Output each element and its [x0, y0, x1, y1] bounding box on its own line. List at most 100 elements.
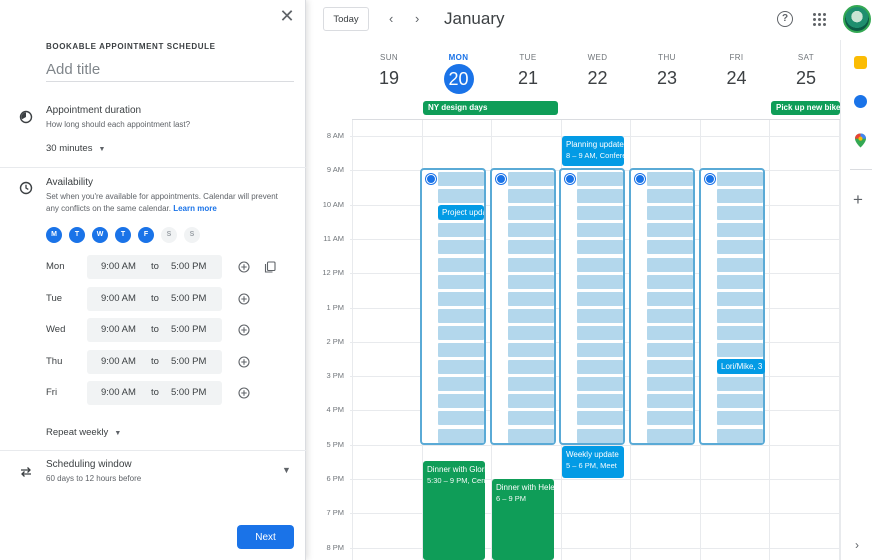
chevron-down-icon[interactable]: ▼ [282, 465, 291, 475]
appointment-slot[interactable] [716, 377, 763, 392]
appointment-slot[interactable] [647, 240, 694, 255]
start-time[interactable]: 9:00 AM [101, 324, 136, 335]
weekday-chip[interactable]: T [69, 227, 85, 243]
appointment-slot[interactable] [507, 308, 554, 323]
today-button[interactable]: Today [323, 7, 369, 31]
calendar-event[interactable]: Weekly update 5 – 6 PM, Meet [562, 446, 624, 478]
start-time[interactable]: 9:00 AM [101, 387, 136, 398]
appointment-slot[interactable] [647, 394, 694, 409]
appointment-block[interactable] [489, 168, 556, 445]
appointment-slot[interactable] [647, 428, 694, 443]
chevron-left-icon[interactable]: ‹ [389, 11, 394, 26]
weekday-chip[interactable]: W [92, 227, 108, 243]
appointment-slot[interactable] [507, 325, 554, 340]
appointment-slot[interactable] [716, 240, 763, 255]
day-number[interactable]: 24 [702, 64, 772, 94]
end-time[interactable]: 5:00 PM [171, 324, 207, 335]
appointment-slot[interactable] [438, 411, 484, 426]
avatar[interactable] [843, 5, 871, 33]
apps-grid-icon[interactable] [813, 13, 827, 27]
appointment-slot[interactable] [438, 394, 484, 409]
appointment-slot[interactable] [577, 325, 624, 340]
appointment-slot[interactable] [716, 428, 763, 443]
title-input[interactable] [46, 58, 294, 82]
appointment-slot[interactable] [507, 377, 554, 392]
keep-icon[interactable] [854, 56, 867, 69]
end-time[interactable]: 5:00 PM [171, 292, 207, 304]
appointment-slot[interactable] [647, 257, 694, 272]
start-time[interactable]: 9:00 AM [101, 292, 136, 304]
calendar-event[interactable]: Dinner with Gloria 5:30 – 9 PM, Central [423, 461, 485, 560]
calendar-event[interactable]: Lori/Mike, 3 PM [717, 359, 765, 374]
appointment-slot[interactable] [438, 325, 484, 340]
appointment-slot[interactable] [577, 240, 624, 255]
appointment-slot[interactable] [716, 274, 763, 289]
help-icon[interactable]: ? [777, 11, 793, 27]
appointment-slot[interactable] [716, 172, 763, 186]
appointment-slot[interactable] [507, 291, 554, 306]
appointment-slot[interactable] [716, 223, 763, 238]
appointment-slot[interactable] [577, 257, 624, 272]
appointment-slot[interactable] [647, 411, 694, 426]
appointment-slot[interactable] [716, 257, 763, 272]
appointment-slot[interactable] [577, 291, 624, 306]
appointment-slot[interactable] [647, 291, 694, 306]
start-time[interactable]: 9:00 AM [101, 261, 136, 272]
day-number[interactable]: 23 [632, 64, 702, 94]
weekday-chip[interactable]: S [184, 227, 200, 243]
close-icon[interactable]: ✕ [279, 6, 295, 26]
appointment-slot[interactable] [507, 428, 554, 443]
appointment-slot[interactable] [438, 189, 484, 204]
appointment-slot[interactable] [438, 308, 484, 323]
appointment-slot[interactable] [577, 360, 624, 375]
appointment-slot[interactable] [577, 377, 624, 392]
appointment-slot[interactable] [716, 308, 763, 323]
appointment-slot[interactable] [438, 240, 484, 255]
maps-icon[interactable] [854, 133, 867, 148]
appointment-slot[interactable] [647, 223, 694, 238]
appointment-slot[interactable] [507, 189, 554, 204]
appointment-slot[interactable] [507, 394, 554, 409]
appointment-slot[interactable] [716, 189, 763, 204]
appointment-slot[interactable] [647, 343, 694, 357]
appointment-slot[interactable] [647, 308, 694, 323]
add-time-icon[interactable] [238, 387, 250, 399]
day-number[interactable]: 22 [563, 64, 633, 94]
weekday-chip[interactable]: F [138, 227, 154, 243]
next-button[interactable]: Next [237, 525, 294, 549]
appointment-slot[interactable] [647, 360, 694, 375]
weekday-chip[interactable]: M [46, 227, 62, 243]
appointment-slot[interactable] [507, 343, 554, 357]
appointment-slot[interactable] [577, 223, 624, 238]
appointment-slot[interactable] [438, 223, 484, 238]
tasks-icon[interactable] [854, 95, 867, 108]
appointment-slot[interactable] [507, 223, 554, 238]
weekday-chip[interactable]: S [161, 227, 177, 243]
appointment-slot[interactable] [647, 377, 694, 392]
appointment-slot[interactable] [577, 274, 624, 289]
appointment-slot[interactable] [438, 257, 484, 272]
chevron-right-icon[interactable]: › [855, 538, 859, 552]
appointment-slot[interactable] [438, 172, 484, 186]
appointment-slot[interactable] [507, 257, 554, 272]
start-time[interactable]: 9:00 AM [101, 355, 136, 367]
appointment-slot[interactable] [507, 206, 554, 221]
appointment-block[interactable] [698, 168, 765, 445]
duration-select[interactable]: 30 minutes ▼ [46, 143, 105, 154]
calendar-event[interactable]: Planning update 8 – 9 AM, Conference [562, 136, 624, 166]
appointment-slot[interactable] [577, 189, 624, 204]
appointment-block[interactable] [629, 168, 696, 445]
appointment-slot[interactable] [577, 411, 624, 426]
repeat-select[interactable]: Repeat weekly ▼ [46, 427, 121, 438]
add-time-icon[interactable] [238, 324, 250, 336]
appointment-slot[interactable] [438, 377, 484, 392]
appointment-slot[interactable] [716, 394, 763, 409]
copy-icon[interactable] [264, 261, 276, 273]
appointment-slot[interactable] [647, 206, 694, 221]
appointment-slot[interactable] [716, 325, 763, 340]
day-number[interactable]: 19 [354, 64, 424, 94]
day-number[interactable]: 25 [771, 64, 840, 94]
allday-event[interactable]: NY design days [423, 101, 558, 115]
appointment-block[interactable] [559, 168, 626, 445]
appointment-slot[interactable] [577, 206, 624, 221]
